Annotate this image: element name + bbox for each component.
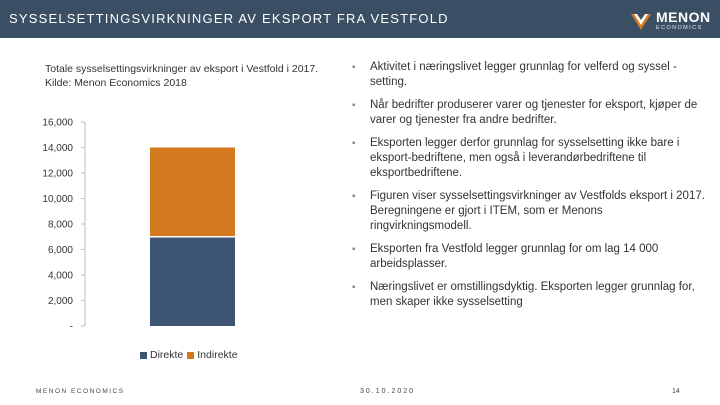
page-number: 14 [672,388,680,395]
bullet-item: ▪ Eksporten legger derfor grunnlag for sy… [346,136,706,181]
chart-caption: Totale sysselsettingsvirkninger av ekspo… [45,62,345,90]
legend-label-direkte: Direkte [150,349,184,361]
y-tick-label: 10,000 [42,194,73,205]
legend-item-indirekte: Indirekte [187,349,238,361]
y-tick-label: 16,000 [42,118,73,129]
y-tick-label: - [70,322,73,333]
bullet-list: ▪ Aktivitet i næringslivet legger grunnla… [346,60,706,318]
y-tick-label: 6,000 [48,245,73,256]
y-tick-label: 14,000 [42,143,73,154]
chart-caption-source: Kilde: Menon Economics 2018 [45,77,187,89]
bullet-item: ▪ Når bedrifter produserer varer og tjene… [346,98,706,128]
bullet-item: ▪ Eksporten fra Vestfold legger grunnlag … [346,242,706,272]
bullet-text: Eksporten legger derfor grunnlag for sys… [370,137,680,179]
slide-title: SYSSELSETTINGSVIRKNINGER AV EKSPORT FRA … [9,11,449,26]
legend-item-direkte: Direkte [140,349,183,361]
bullet-icon: ▪ [352,191,356,202]
bullet-icon: ▪ [352,282,356,293]
y-tick-label: 4,000 [48,271,73,282]
legend-swatch-direkte [140,351,147,359]
bullet-text: Næringslivet er omstillingsdyktig. Ekspo… [370,281,695,308]
legend-swatch-indirekte [187,351,195,359]
logo-subtitle: ECONOMICS [656,25,703,32]
bullet-text: Figuren viser sysselsettingsvirkninger a… [370,190,705,232]
bullet-item: ▪ Aktivitet i næringslivet legger grunnla… [346,60,706,90]
chart-legend: Direkte Indirekte [140,349,242,361]
bar-segment-indirekte [150,147,235,237]
y-tick-label: 8,000 [48,220,73,231]
y-tick-label: 12,000 [42,169,73,180]
bar-segment-direkte [150,236,235,326]
menon-logo: MENON ECONOMICS [630,8,711,34]
legend-label-indirekte: Indirekte [197,349,238,361]
bullet-text: Aktivitet i næringslivet legger grunnlag… [370,61,677,88]
bullet-icon: ▪ [352,138,356,149]
bullet-item: ▪ Figuren viser sysselsettingsvirkninger … [346,189,706,234]
title-bar: SYSSELSETTINGSVIRKNINGER AV EKSPORT FRA … [0,0,720,38]
bullet-icon: ▪ [352,244,356,255]
bullet-item: ▪ Næringslivet er omstillingsdyktig. Eksp… [346,280,706,310]
logo-wordmark: MENON [656,9,711,26]
y-tick-label: 2,000 [48,296,73,307]
chart-caption-title: Totale sysselsettingsvirkninger av ekspo… [45,63,319,75]
bullet-text: Når bedrifter produserer varer og tjenes… [370,99,698,126]
bullet-icon: ▪ [352,62,356,73]
employment-bar-chart: - 2,000 4,000 6,000 8,000 10,000 12,000 14,000 1… [42,118,235,333]
bullet-text: Eksporten fra Vestfold legger grunnlag f… [370,243,659,270]
menon-logo-icon [631,14,651,30]
footer-date: 30.10.2020 [360,388,416,395]
bullet-icon: ▪ [352,100,356,111]
footer-company: MENON ECONOMICS [36,388,125,395]
